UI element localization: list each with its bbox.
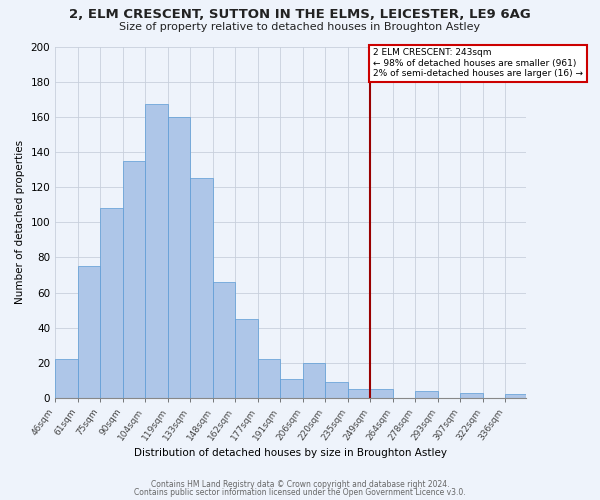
- Text: Contains public sector information licensed under the Open Government Licence v3: Contains public sector information licen…: [134, 488, 466, 497]
- Bar: [370, 389, 393, 398]
- Text: 2, ELM CRESCENT, SUTTON IN THE ELMS, LEICESTER, LE9 6AG: 2, ELM CRESCENT, SUTTON IN THE ELMS, LEI…: [69, 8, 531, 20]
- Bar: [280, 378, 303, 398]
- Bar: [145, 104, 169, 398]
- Bar: [169, 117, 190, 398]
- Bar: [213, 282, 235, 398]
- Bar: [505, 394, 526, 398]
- Text: Size of property relative to detached houses in Broughton Astley: Size of property relative to detached ho…: [119, 22, 481, 32]
- Bar: [79, 266, 100, 398]
- Bar: [190, 178, 213, 398]
- Bar: [348, 389, 370, 398]
- Bar: [100, 208, 124, 398]
- Bar: [235, 319, 258, 398]
- Bar: [55, 360, 79, 398]
- Bar: [325, 382, 348, 398]
- Bar: [460, 392, 483, 398]
- Bar: [124, 160, 145, 398]
- Text: 2 ELM CRESCENT: 243sqm
← 98% of detached houses are smaller (961)
2% of semi-det: 2 ELM CRESCENT: 243sqm ← 98% of detached…: [373, 48, 583, 78]
- Y-axis label: Number of detached properties: Number of detached properties: [15, 140, 25, 304]
- Bar: [303, 363, 325, 398]
- X-axis label: Distribution of detached houses by size in Broughton Astley: Distribution of detached houses by size …: [134, 448, 447, 458]
- Bar: [258, 360, 280, 398]
- Bar: [415, 391, 438, 398]
- Text: Contains HM Land Registry data © Crown copyright and database right 2024.: Contains HM Land Registry data © Crown c…: [151, 480, 449, 489]
